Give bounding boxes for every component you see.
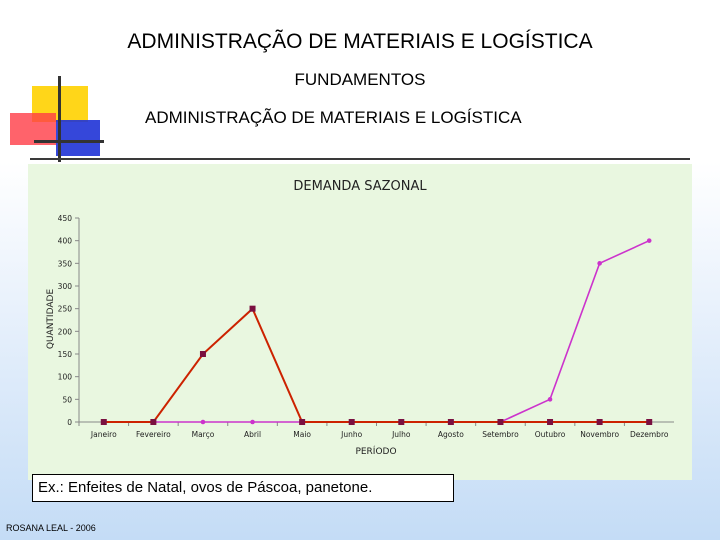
chart-title: DEMANDA SAZONAL bbox=[293, 179, 427, 194]
x-tick-label: Fevereiro bbox=[136, 430, 171, 439]
y-tick-label: 150 bbox=[58, 350, 73, 359]
x-tick-label: Junho bbox=[340, 430, 362, 439]
logo-vertical-line bbox=[58, 76, 61, 162]
x-tick-label: Julho bbox=[391, 430, 411, 439]
series-1-point bbox=[646, 419, 653, 425]
series-1-point bbox=[596, 419, 603, 425]
chart-background bbox=[28, 164, 692, 480]
series-1-point bbox=[299, 419, 306, 425]
series-1-point bbox=[150, 419, 157, 425]
y-tick-label: 50 bbox=[62, 395, 72, 404]
example-text-box: Ex.: Enfeites de Natal, ovos de Páscoa, … bbox=[32, 474, 454, 502]
series-1-point bbox=[398, 419, 405, 425]
series-1-point bbox=[447, 419, 454, 425]
y-tick-label: 100 bbox=[58, 373, 73, 382]
logo-horizontal-line bbox=[34, 140, 104, 143]
y-tick-label: 250 bbox=[58, 305, 73, 314]
series-1-line bbox=[103, 307, 650, 423]
title-rule bbox=[30, 158, 690, 160]
series-2-point bbox=[200, 419, 206, 425]
series-2-point bbox=[250, 419, 255, 425]
slide-title: ADMINISTRAÇÃO DE MATERIAIS E LOGÍSTICA bbox=[127, 30, 593, 53]
x-tick-label: Outubro bbox=[535, 430, 566, 439]
x-axis-label: PERÍODO bbox=[355, 445, 396, 457]
decorative-logo bbox=[10, 76, 104, 162]
x-tick-label: Abril bbox=[244, 430, 261, 439]
y-tick-label: 450 bbox=[58, 214, 73, 223]
x-tick-label: Janeiro bbox=[90, 430, 117, 439]
series-1-point bbox=[249, 305, 256, 312]
chart-svg: DEMANDA SAZONAL PERÍODO QUANTIDADE 0 50 10… bbox=[28, 164, 692, 480]
logo-red-square bbox=[10, 113, 56, 145]
y-tick-label: 400 bbox=[58, 237, 73, 246]
y-tick-label: 0 bbox=[67, 418, 72, 427]
footer-credit: ROSANA LEAL - 2006 bbox=[6, 523, 96, 533]
series-1-point bbox=[199, 351, 206, 357]
seasonal-demand-chart: DEMANDA SAZONAL PERÍODO QUANTIDADE 0 50 10… bbox=[28, 164, 692, 480]
series-1-point bbox=[100, 419, 107, 425]
slide-subtitle: FUNDAMENTOS bbox=[294, 70, 426, 89]
series-2-point bbox=[597, 261, 602, 266]
logo-blue-square bbox=[56, 120, 100, 156]
x-tick-label: Maio bbox=[293, 430, 311, 439]
y-tick-label: 350 bbox=[58, 259, 73, 268]
slide-heading: ADMINISTRAÇÃO DE MATERIAIS E LOGÍSTICA bbox=[145, 108, 522, 127]
x-tick-label: Março bbox=[192, 430, 215, 439]
y-tick-label: 200 bbox=[58, 327, 73, 336]
series-1-point bbox=[497, 419, 504, 425]
y-axis-label: QUANTIDADE bbox=[46, 289, 56, 350]
x-tick-label: Agosto bbox=[438, 430, 464, 439]
series-1-point bbox=[547, 419, 554, 425]
x-tick-label: Dezembro bbox=[630, 430, 669, 439]
x-tick-label: Setembro bbox=[482, 430, 519, 439]
y-tick-label: 300 bbox=[58, 282, 73, 291]
series-2-point bbox=[646, 238, 652, 243]
series-1-point bbox=[348, 419, 355, 425]
series-2-point bbox=[547, 397, 553, 402]
x-tick-label: Novembro bbox=[580, 430, 619, 439]
